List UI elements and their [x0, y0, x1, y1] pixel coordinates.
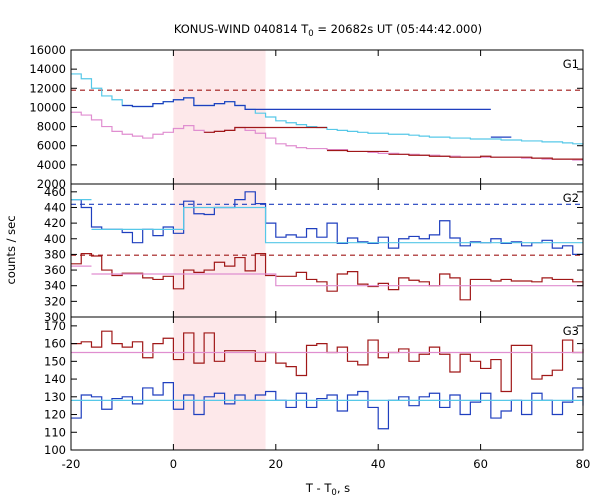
y-tick-label: 170 [44, 319, 66, 333]
panel-label-g2: G2 [563, 191, 579, 205]
y-tick-label: 380 [44, 247, 66, 261]
burst-interval-highlight [173, 50, 266, 450]
y-tick-label: 150 [44, 354, 66, 368]
y-tick-label: 360 [44, 263, 66, 277]
y-tick-label: 16000 [29, 43, 66, 57]
series-light-blue [71, 199, 583, 244]
series-dark-red [71, 330, 584, 393]
series-dark-red [204, 126, 583, 160]
y-tick-label: 140 [44, 372, 66, 386]
x-tick-label: 80 [576, 457, 591, 471]
y-tick-label: 130 [44, 390, 66, 404]
y-tick-label: 8000 [37, 120, 66, 134]
y-tick-label: 300 [44, 310, 66, 324]
x-tick-label: -20 [62, 457, 81, 471]
y-tick-label: 340 [44, 279, 66, 293]
panel-label-g1: G1 [563, 57, 579, 71]
y-tick-label: 100 [44, 443, 66, 457]
y-tick-label: 460 [44, 185, 66, 199]
panel-frame [70, 49, 584, 185]
x-tick-label: 0 [170, 457, 177, 471]
series-dark-blue [71, 191, 584, 256]
y-tick-label: 6000 [37, 139, 66, 153]
x-tick-label: 60 [473, 457, 488, 471]
y-tick-label: 160 [44, 337, 66, 351]
y-tick-label: 10000 [29, 100, 66, 114]
series-dark-blue [122, 97, 512, 138]
x-axis-label: T - T0, s [305, 481, 350, 498]
series-dark-red [71, 253, 584, 301]
y-tick-label: 110 [44, 425, 66, 439]
y-axis-label: counts / sec [4, 215, 18, 284]
panel-frame [70, 316, 584, 451]
x-tick-label: 40 [371, 457, 386, 471]
series-dark-blue [71, 382, 584, 430]
y-tick-label: 4000 [37, 158, 66, 172]
chart-title: KONUS-WIND 040814 T0 = 20682s UT (05:44:… [174, 22, 482, 39]
y-tick-label: 14000 [29, 62, 66, 76]
y-tick-label: 420 [44, 216, 66, 230]
y-tick-label: 2000 [37, 177, 66, 191]
y-tick-label: 440 [44, 200, 66, 214]
y-tick-label: 12000 [29, 81, 66, 95]
panel-label-g3: G3 [563, 324, 579, 338]
x-tick-label: 20 [268, 457, 283, 471]
panel-g3: 100 110 120 130 140 150 160 170 G3 [44, 316, 584, 457]
y-tick-label: 400 [44, 232, 66, 246]
series-pink [71, 111, 583, 161]
panel-g1: 2000 4000 6000 8000 10000 12000 14000 16000 G1 [29, 43, 584, 191]
y-tick-label: 320 [44, 294, 66, 308]
series-pink [71, 265, 583, 287]
y-tick-label: 120 [44, 408, 66, 422]
